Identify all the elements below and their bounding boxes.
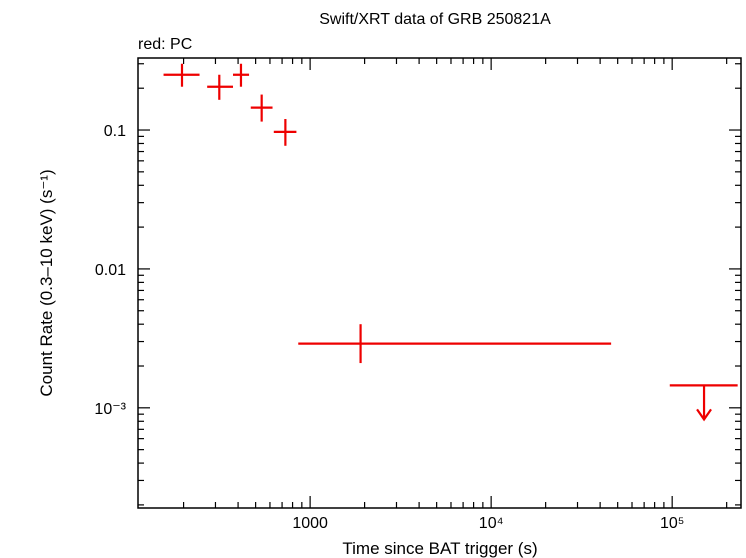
y-tick-label: 0.1	[104, 123, 126, 140]
x-tick-label: 10⁵	[660, 515, 684, 532]
x-tick-label: 10⁴	[479, 515, 504, 532]
data-points	[163, 63, 738, 422]
upper-limit-point	[669, 384, 738, 422]
plot-frame	[137, 57, 742, 509]
x-axis-label: Time since BAT trigger (s)	[342, 539, 537, 558]
y-tick-label: 10⁻³	[94, 401, 126, 418]
data-point	[233, 63, 250, 87]
data-point	[207, 74, 234, 100]
data-point	[273, 119, 297, 146]
y-axis-label: Count Rate (0.3–10 keV) (s⁻¹)	[37, 169, 56, 396]
chart-subtitle: red: PC	[138, 36, 192, 53]
data-point	[163, 63, 200, 87]
y-tick-label: 0.01	[95, 262, 126, 279]
data-point	[298, 324, 612, 364]
data-point	[250, 94, 273, 122]
x-tick-label: 1000	[292, 515, 328, 532]
upper-limit-arrow-head	[696, 408, 712, 422]
chart-title: Swift/XRT data of GRB 250821A	[319, 11, 551, 28]
axis-ticks: 1000 10⁴ 10⁵ 0.1 0.01 10⁻³	[94, 58, 741, 532]
